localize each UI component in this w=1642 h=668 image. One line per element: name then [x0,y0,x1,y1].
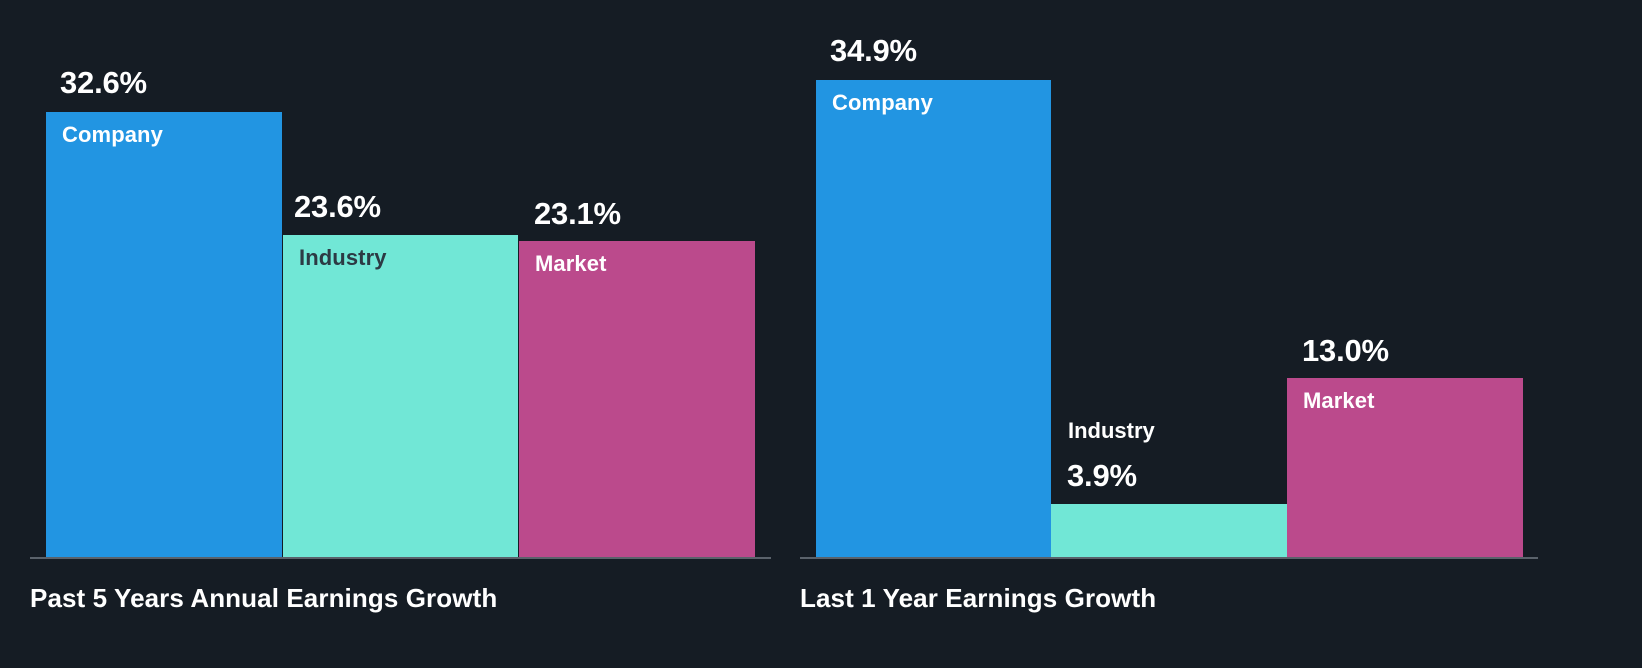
bar-market-left[interactable]: Market [519,241,755,558]
value-label-market-right: 13.0% [1302,333,1389,368]
value-label-industry-right: 3.9% [1067,458,1137,493]
chart-title-right: Last 1 Year Earnings Growth [800,583,1157,613]
bar-label-industry-left: Industry [299,245,387,270]
x-axis-line-right [800,557,1538,559]
value-label-company-left: 32.6% [60,65,147,100]
bar-label-market-left: Market [535,251,607,276]
bar-label-market-right: Market [1303,388,1375,413]
chart-panel-last-1-year: 34.9% Company Industry 3.9% 13.0% Market… [790,0,1642,668]
bar-industry-left[interactable]: Industry [283,235,518,558]
value-label-company-right: 34.9% [830,33,917,68]
bar-label-company-right: Company [832,90,933,115]
bar-market-right[interactable]: Market [1287,378,1523,558]
bar-label-industry-right: Industry [1068,418,1155,443]
chart-panel-past-5-years: 32.6% Company 23.6% Industry 23.1% Marke… [0,0,790,668]
plot-area-right: 34.9% Company Industry 3.9% 13.0% Market… [790,0,1642,668]
value-label-market-left: 23.1% [534,196,621,231]
chart-title-left: Past 5 Years Annual Earnings Growth [30,583,498,613]
bar-company-left[interactable]: Company [46,112,282,558]
bar-label-company-left: Company [62,122,163,147]
value-label-industry-left: 23.6% [294,189,381,224]
bar-company-right[interactable]: Company [816,80,1051,558]
plot-area-left: 32.6% Company 23.6% Industry 23.1% Marke… [0,0,790,668]
x-axis-line-left [30,557,771,559]
bar-industry-right[interactable] [1051,504,1287,558]
